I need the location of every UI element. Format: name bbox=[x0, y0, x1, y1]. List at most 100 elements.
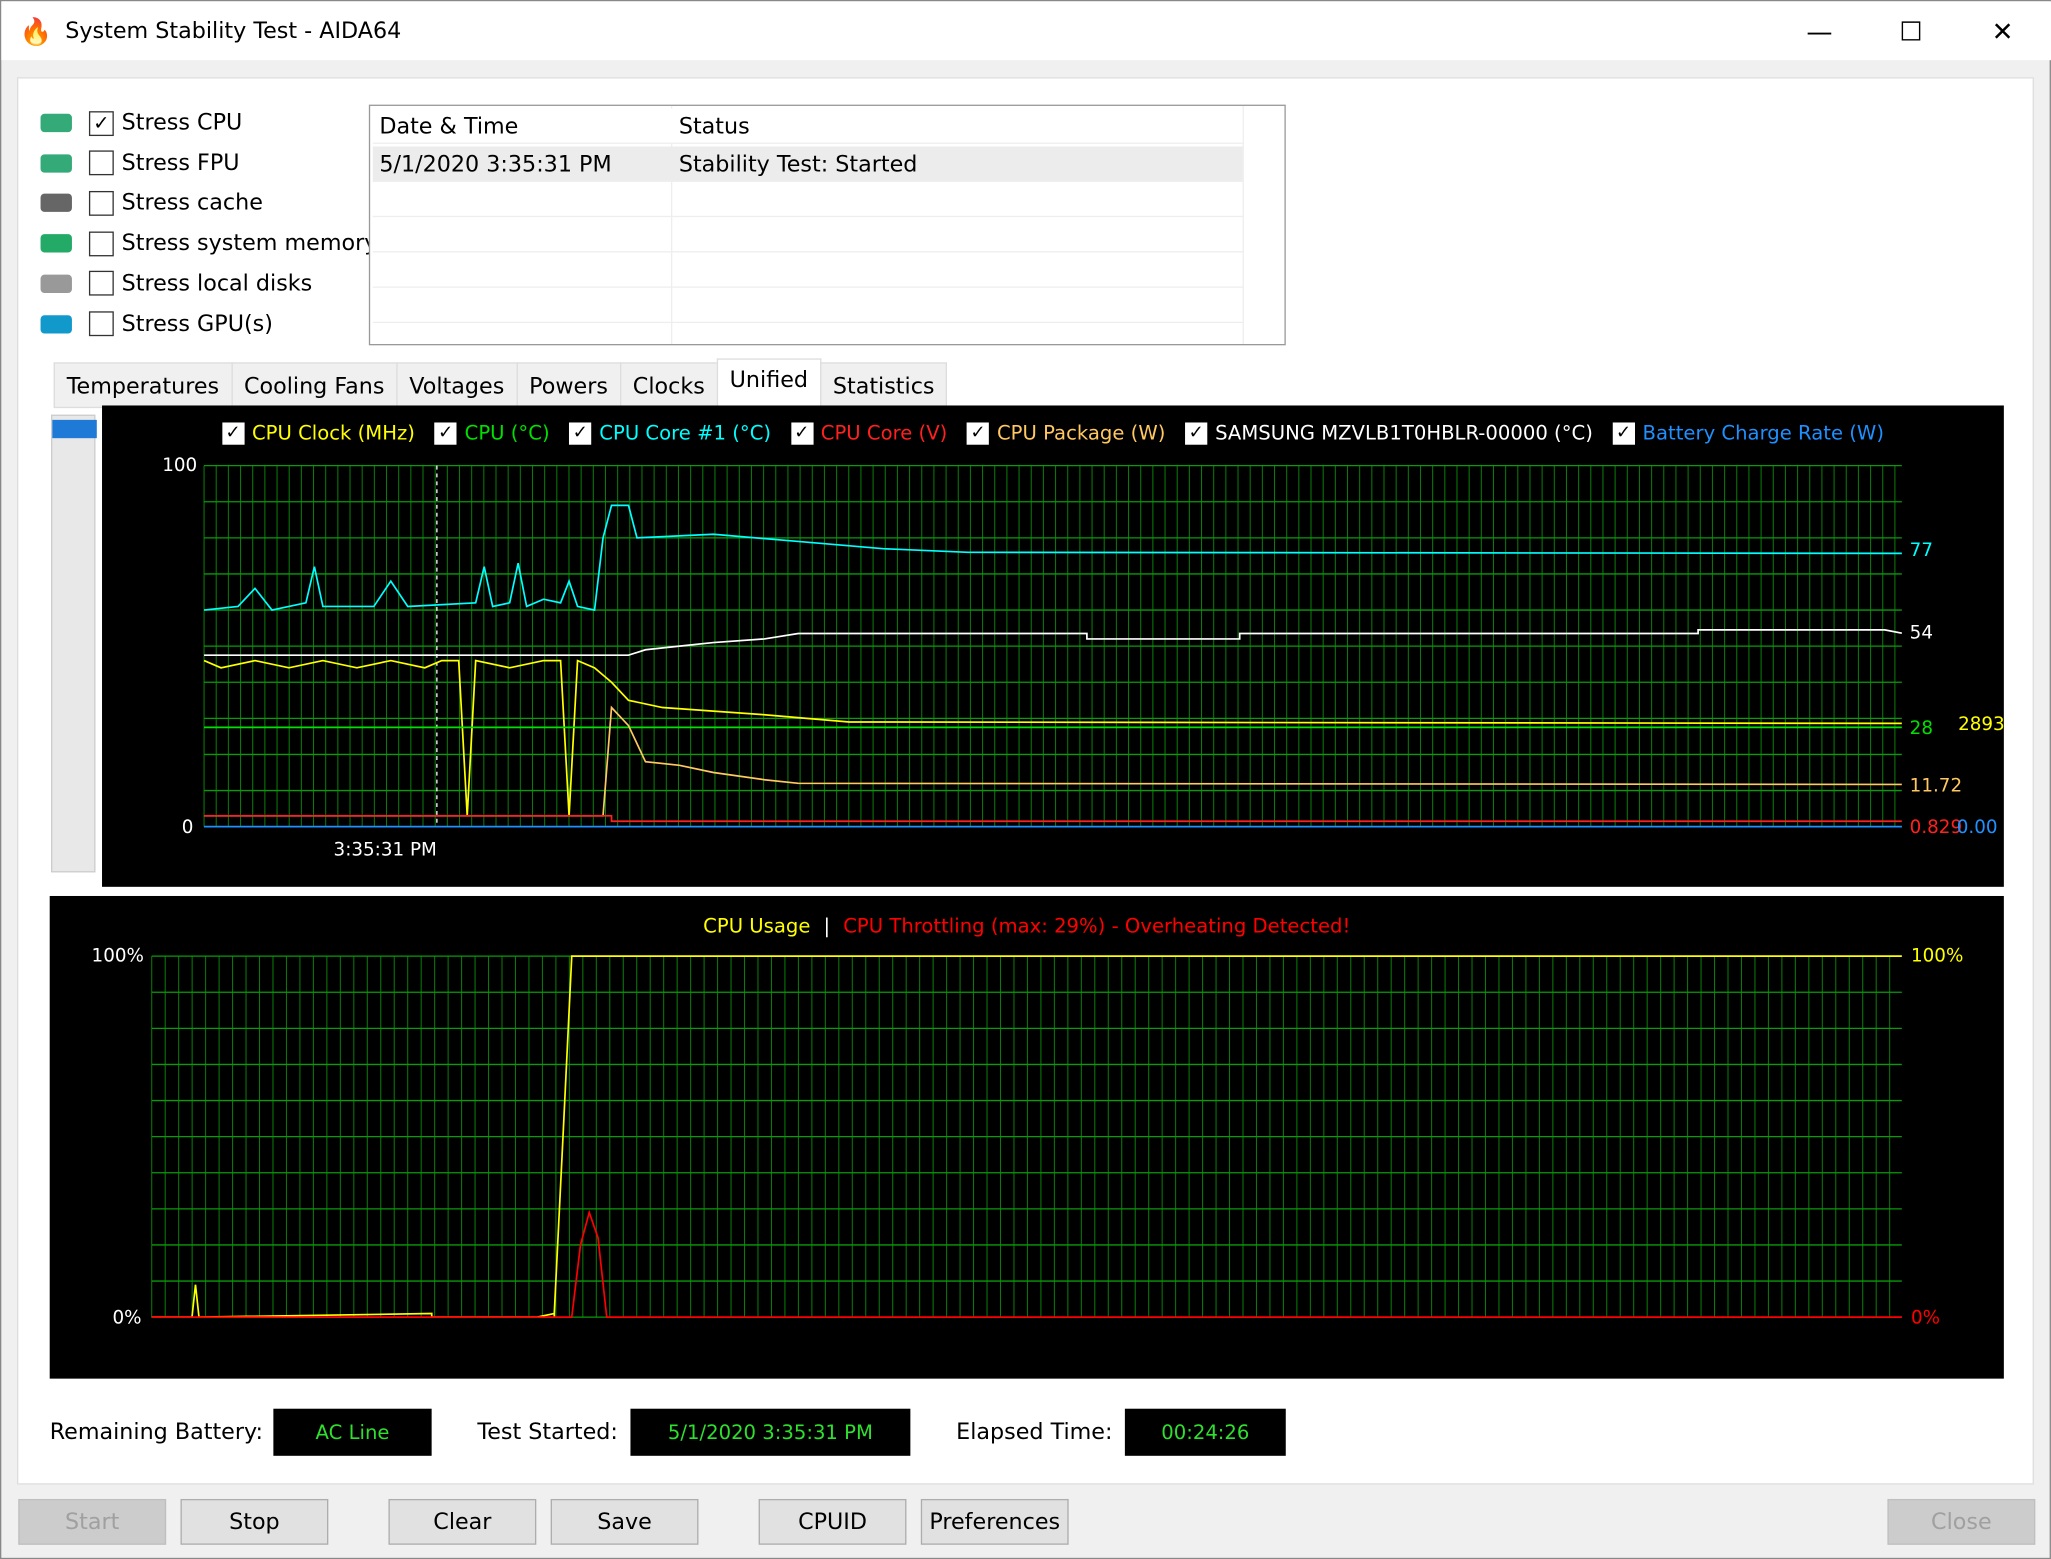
title-bar: 🔥 System Stability Test - AIDA64 — ☐ ✕ bbox=[1, 1, 2051, 61]
fpu-icon bbox=[40, 153, 72, 173]
unified-chart-plot bbox=[203, 464, 1902, 828]
cpu-usage-plot bbox=[151, 955, 1902, 1319]
flame-app-icon: 🔥 bbox=[19, 15, 53, 47]
y-tick-left-0: 0% bbox=[112, 1308, 142, 1329]
stress-label: Stress local disks bbox=[121, 270, 313, 297]
legend-checkbox[interactable]: ✓ bbox=[966, 421, 990, 445]
log-header: Date & Time Status bbox=[372, 108, 1243, 144]
y-tick-right-0: 0% bbox=[1910, 1308, 1941, 1329]
legend-checkbox[interactable]: ✓ bbox=[790, 421, 813, 445]
cpuid-button[interactable]: CPUID bbox=[758, 1498, 907, 1545]
series-scrollbar[interactable] bbox=[51, 414, 97, 873]
legend-label: CPU (°C) bbox=[464, 421, 550, 445]
stress-checkbox[interactable] bbox=[88, 311, 114, 337]
legend-label: Battery Charge Rate (W) bbox=[1642, 421, 1884, 445]
y-tick-100: 100 bbox=[162, 455, 198, 477]
stress-checkbox[interactable] bbox=[88, 271, 114, 296]
stress-option[interactable]: Stress system memory bbox=[40, 226, 377, 260]
y-tick-left-100: 100% bbox=[91, 945, 144, 967]
stress-label: Stress GPU(s) bbox=[121, 310, 273, 337]
legend-label: CPU Core (V) bbox=[820, 421, 948, 445]
y-tick-0: 0 bbox=[181, 817, 194, 839]
tab-temperatures[interactable]: Temperatures bbox=[53, 362, 233, 409]
stress-checkbox[interactable] bbox=[88, 190, 114, 216]
legend-label: CPU Package (W) bbox=[996, 421, 1166, 445]
column-header-date[interactable]: Date & Time bbox=[379, 113, 519, 140]
series-line-cpu-package-w- bbox=[204, 705, 1902, 817]
battery-value: AC Line bbox=[273, 1408, 432, 1456]
event-log-table: Date & Time Status 5/1/2020 3:35:31 PM S… bbox=[368, 104, 1286, 346]
legend-label: SAMSUNG MZVLB1T0HBLR-00000 (°C) bbox=[1215, 421, 1593, 445]
unified-chart: ✓ CPU Clock (MHz) ✓ CPU (°C) ✓ CPU Core #1 (°… bbox=[102, 405, 2005, 887]
value-cpu-clock: 2893 bbox=[1958, 714, 2005, 736]
stress-label: Stress cache bbox=[121, 190, 263, 217]
stress-checkbox[interactable] bbox=[88, 230, 114, 256]
column-header-status[interactable]: Status bbox=[678, 113, 750, 140]
legend-item[interactable]: ✓ CPU Core (V) bbox=[790, 421, 948, 445]
value-ssd-temp: 54 bbox=[1909, 622, 1933, 644]
tab-clocks[interactable]: Clocks bbox=[619, 362, 718, 409]
value-core1-temp: 77 bbox=[1909, 540, 1933, 562]
legend-item[interactable]: ✓ CPU (°C) bbox=[434, 421, 550, 445]
log-status: Stability Test: Started bbox=[678, 151, 918, 178]
chart-legend: ✓ CPU Clock (MHz) ✓ CPU (°C) ✓ CPU Core #1 (°… bbox=[102, 421, 2004, 445]
stop-button[interactable]: Stop bbox=[180, 1498, 329, 1545]
value-battery-rate: 0.00 bbox=[1956, 817, 1998, 839]
minimize-icon[interactable]: — bbox=[1806, 15, 1833, 47]
y-tick-right-100: 100% bbox=[1910, 945, 1964, 967]
clear-button[interactable]: Clear bbox=[388, 1498, 537, 1545]
legend-item[interactable]: ✓ CPU Clock (MHz) bbox=[221, 421, 415, 445]
close-icon[interactable]: ✕ bbox=[1991, 15, 2014, 47]
legend-label: CPU Clock (MHz) bbox=[251, 421, 415, 445]
legend-checkbox[interactable]: ✓ bbox=[434, 421, 457, 445]
cpu-usage-title: CPU Usage bbox=[703, 914, 811, 938]
series-line-cpu-throttling bbox=[151, 1209, 1902, 1319]
stress-option[interactable]: Stress GPU(s) bbox=[40, 307, 273, 341]
cpu-icon bbox=[40, 113, 72, 133]
stress-option[interactable]: Stress cache bbox=[40, 186, 263, 220]
elapsed-time-value: 00:24:26 bbox=[1124, 1408, 1286, 1456]
stress-option[interactable]: Stress local disks bbox=[40, 267, 313, 301]
legend-item[interactable]: ✓ Battery Charge Rate (W) bbox=[1612, 421, 1884, 445]
stress-checkbox[interactable] bbox=[88, 150, 114, 176]
memory-icon bbox=[40, 234, 72, 253]
tab-voltages[interactable]: Voltages bbox=[396, 362, 518, 409]
legend-item[interactable]: ✓ CPU Package (W) bbox=[966, 421, 1166, 445]
tab-cooling-fans[interactable]: Cooling Fans bbox=[230, 362, 398, 409]
series-line-cpu-clock-mhz- bbox=[203, 659, 1902, 816]
series-line-samsung-mzvlb1t0hblr-00000-c- bbox=[204, 629, 1902, 657]
stress-label: Stress FPU bbox=[121, 150, 240, 177]
log-row[interactable]: 5/1/2020 3:35:31 PM Stability Test: Star… bbox=[372, 146, 1243, 182]
tab-statistics[interactable]: Statistics bbox=[819, 362, 948, 409]
window-title: System Stability Test - AIDA64 bbox=[65, 17, 402, 44]
legend-checkbox[interactable]: ✓ bbox=[1612, 421, 1635, 445]
tab-bar: Temperatures Cooling Fans Voltages Powers Cl… bbox=[53, 358, 948, 409]
tab-powers[interactable]: Powers bbox=[516, 362, 622, 409]
cache-icon bbox=[40, 194, 72, 213]
cpu-throttling-title: CPU Throttling (max: 29%) - Overheating … bbox=[843, 914, 1351, 938]
test-started-value: 5/1/2020 3:35:31 PM bbox=[630, 1408, 911, 1456]
close-button[interactable]: Close bbox=[1887, 1498, 2036, 1545]
value-cpu-temp: 28 bbox=[1909, 718, 1933, 740]
legend-checkbox[interactable]: ✓ bbox=[1185, 421, 1208, 445]
legend-checkbox[interactable]: ✓ bbox=[569, 421, 592, 445]
start-button[interactable]: Start bbox=[18, 1498, 167, 1545]
series-line-cpu-core-1-c- bbox=[203, 504, 1902, 612]
value-package-power: 11.72 bbox=[1909, 775, 1963, 797]
stress-label: Stress CPU bbox=[121, 109, 243, 137]
preferences-button[interactable]: Preferences bbox=[920, 1498, 1069, 1545]
legend-item[interactable]: ✓ CPU Core #1 (°C) bbox=[569, 421, 771, 445]
legend-item[interactable]: ✓ SAMSUNG MZVLB1T0HBLR-00000 (°C) bbox=[1185, 421, 1593, 445]
save-button[interactable]: Save bbox=[550, 1498, 699, 1545]
log-date: 5/1/2020 3:35:31 PM bbox=[379, 151, 612, 178]
battery-label: Remaining Battery: bbox=[49, 1419, 264, 1446]
legend-checkbox[interactable]: ✓ bbox=[221, 421, 245, 445]
tab-unified[interactable]: Unified bbox=[716, 358, 822, 409]
x-tick-start-time: 3:35:31 PM bbox=[333, 839, 437, 861]
stress-option[interactable]: Stress FPU bbox=[40, 146, 240, 180]
test-started-label: Test Started: bbox=[477, 1419, 618, 1446]
stress-option[interactable]: ✓ Stress CPU bbox=[40, 106, 243, 140]
scroll-thumb[interactable] bbox=[52, 419, 97, 439]
maximize-icon[interactable]: ☐ bbox=[1899, 15, 1923, 47]
stress-checkbox[interactable]: ✓ bbox=[88, 110, 114, 136]
